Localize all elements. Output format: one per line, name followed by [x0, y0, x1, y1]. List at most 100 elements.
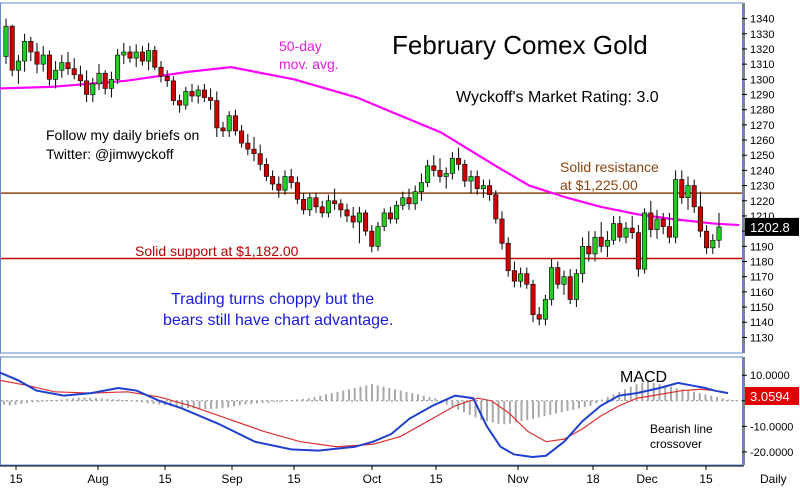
candle-body	[412, 191, 418, 205]
candle-body	[592, 236, 598, 255]
candle-body	[239, 130, 245, 144]
candle-body	[9, 25, 15, 71]
candle-body	[22, 41, 28, 62]
candle-body	[642, 212, 648, 270]
candle-body	[524, 273, 530, 285]
candle-body	[710, 239, 716, 249]
candle-body	[270, 176, 276, 185]
price-tick-label: 1280	[750, 105, 774, 117]
candle-body	[468, 176, 474, 182]
macd-panel-frame	[0, 356, 743, 466]
candle-body	[685, 185, 691, 199]
follow-text-line1: Follow my daily briefs on	[46, 127, 200, 143]
candle-body	[257, 153, 263, 165]
x-tick-label: 15	[287, 472, 301, 486]
candle-body	[499, 218, 505, 244]
candle-body	[53, 69, 59, 80]
price-tick-label: 1190	[750, 241, 774, 253]
candle-body	[177, 100, 183, 106]
candle-body	[195, 89, 201, 97]
candle-body	[183, 91, 189, 106]
price-tick-label: 1180	[750, 257, 774, 269]
candle-body	[611, 223, 617, 241]
x-tick-label: 18	[586, 472, 600, 486]
resistance-label-line1: Solid resistance	[560, 159, 659, 175]
candle-body	[139, 51, 145, 62]
candle-body	[71, 68, 77, 76]
candle-body	[567, 276, 573, 300]
candle-body	[387, 212, 393, 220]
candle-body	[375, 226, 381, 247]
candle-body	[573, 273, 579, 300]
price-tick-label: 1150	[750, 302, 774, 314]
candle-body	[325, 200, 331, 214]
last-price-box	[745, 217, 799, 236]
candle-body	[108, 79, 114, 89]
candle-body	[580, 246, 586, 274]
candle-body	[679, 179, 685, 199]
candle-body	[127, 51, 133, 59]
price-tick-label: 1230	[750, 181, 774, 193]
candle-body	[673, 179, 679, 238]
candle-body	[369, 230, 375, 247]
candle-body	[437, 170, 443, 177]
candle-body	[629, 227, 635, 233]
candle-body	[505, 242, 511, 271]
candle-body	[34, 51, 40, 65]
macd-tick-label: -10.0000	[750, 421, 793, 433]
candle-body	[251, 148, 257, 155]
candle-body	[666, 226, 672, 238]
candle-body	[59, 62, 65, 71]
candle-body	[418, 182, 424, 192]
candle-body	[716, 226, 722, 241]
candle-body	[425, 165, 431, 183]
price-tick-label: 1320	[750, 44, 774, 56]
macd-tick-label: 10.0000	[750, 370, 790, 382]
candle-body	[493, 194, 499, 220]
candle-body	[301, 198, 307, 211]
candle-body	[220, 127, 226, 132]
candle-body	[263, 164, 269, 177]
price-tick-label: 1240	[750, 165, 774, 177]
last-price-label: 1202.8	[750, 220, 790, 235]
candle-body	[164, 75, 170, 82]
candle-body	[406, 197, 412, 205]
candle-body	[170, 80, 176, 101]
macd-value-label: 3.0594	[750, 389, 790, 404]
candle-body	[276, 183, 282, 191]
x-tick-label: Daily	[760, 472, 787, 486]
candle-body	[214, 100, 220, 129]
candle-body	[561, 276, 567, 285]
candle-body	[697, 206, 703, 232]
candle-body	[604, 239, 610, 247]
candle-body	[480, 185, 486, 189]
x-tick-label: Aug	[87, 472, 108, 486]
candle-body	[84, 80, 90, 95]
candle-body	[648, 212, 654, 230]
macd-line	[0, 371, 729, 459]
candle-body	[102, 72, 108, 89]
x-tick-label: 15	[158, 472, 172, 486]
candle-body	[288, 176, 294, 183]
candle-body	[28, 41, 34, 53]
price-tick-label: 1260	[750, 135, 774, 147]
candle-body	[456, 157, 462, 165]
candle-body	[400, 197, 406, 206]
candle-body	[555, 267, 561, 285]
price-tick-label: 1310	[750, 59, 774, 71]
candle-body	[90, 83, 96, 95]
candle-body	[282, 176, 288, 191]
candle-body	[121, 51, 127, 56]
price-tick-label: 1340	[750, 14, 774, 26]
candle-body	[443, 173, 449, 177]
candle-body	[96, 72, 102, 85]
price-tick-label: 1160	[750, 287, 774, 299]
x-tick-label: 15	[429, 472, 443, 486]
candle-body	[46, 54, 52, 80]
candle-body	[245, 142, 251, 150]
chart-title: February Comex Gold	[392, 30, 648, 60]
candle-body	[313, 197, 319, 208]
candle-body	[319, 206, 325, 214]
candle-body	[344, 209, 350, 217]
candle-body	[518, 273, 524, 282]
